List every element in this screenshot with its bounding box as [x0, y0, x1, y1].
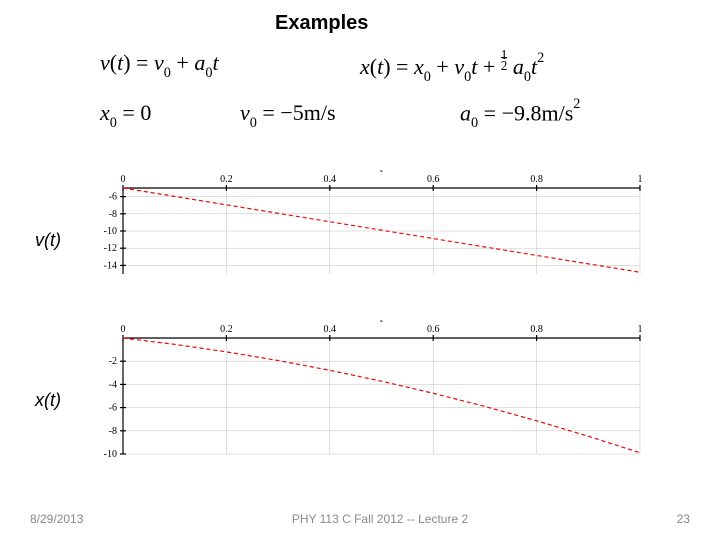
- svg-text:-8: -8: [109, 426, 117, 437]
- given-a0-unit: m/s: [542, 100, 574, 125]
- svg-text:t: t: [380, 170, 384, 175]
- given-a0-unit-sup: 2: [573, 96, 580, 112]
- given-v0-unit: m/s: [304, 100, 336, 125]
- svg-text:0.4: 0.4: [324, 324, 337, 335]
- slide-title: Examples: [275, 12, 368, 35]
- svg-text:0: 0: [121, 174, 126, 185]
- svg-text:-6: -6: [109, 192, 117, 203]
- svg-text:t: t: [380, 320, 384, 325]
- svg-text:-6: -6: [109, 403, 117, 414]
- footer-page: 23: [677, 512, 690, 526]
- given-a0-value: −9.8: [502, 100, 542, 125]
- footer-date: 8/29/2013: [30, 512, 83, 526]
- chart-vt: 0 0.2 0.4 0.6 0.8 1 t -6 -8 -10 -12 -14: [95, 170, 650, 280]
- axis-label-xt: x(t): [35, 390, 61, 411]
- svg-text:0.6: 0.6: [427, 324, 440, 335]
- svg-text:1: 1: [638, 324, 643, 335]
- svg-text:0.2: 0.2: [220, 174, 233, 185]
- given-v0: v0 = −5m/s: [240, 100, 336, 130]
- svg-text:-12: -12: [104, 243, 117, 254]
- equation-vt: v(t) = v0 + a0t: [100, 50, 219, 80]
- axis-label-vt: v(t): [35, 230, 61, 251]
- svg-text:0.2: 0.2: [220, 324, 233, 335]
- svg-text:-10: -10: [104, 226, 117, 237]
- given-x0: x0 = 0: [100, 100, 151, 130]
- svg-text:0.8: 0.8: [530, 174, 543, 185]
- slide: Examples v(t) = v0 + a0t x(t) = x0 + v0t…: [0, 0, 720, 540]
- svg-text:-2: -2: [109, 356, 117, 367]
- svg-text:0.6: 0.6: [427, 174, 440, 185]
- svg-text:-4: -4: [109, 379, 117, 390]
- svg-text:-10: -10: [104, 449, 117, 460]
- equation-xt: x(t) = x0 + v0t + 12 a0t2: [360, 50, 544, 85]
- footer: 8/29/2013 PHY 113 C Fall 2012 -- Lecture…: [0, 512, 720, 526]
- footer-center: PHY 113 C Fall 2012 -- Lecture 2: [292, 512, 468, 526]
- svg-text:0.8: 0.8: [530, 324, 543, 335]
- given-x0-value: 0: [140, 100, 151, 125]
- given-a0: a0 = −9.8m/s2: [460, 100, 580, 131]
- svg-text:-8: -8: [109, 209, 117, 220]
- svg-text:-14: -14: [104, 260, 117, 271]
- chart-xt: 0 0.2 0.4 0.6 0.8 1 t -2 -4 -6 -8 -10: [95, 320, 650, 460]
- svg-text:0: 0: [121, 324, 126, 335]
- given-v0-value: −5: [280, 100, 303, 125]
- svg-text:0.4: 0.4: [324, 174, 337, 185]
- svg-text:1: 1: [638, 174, 643, 185]
